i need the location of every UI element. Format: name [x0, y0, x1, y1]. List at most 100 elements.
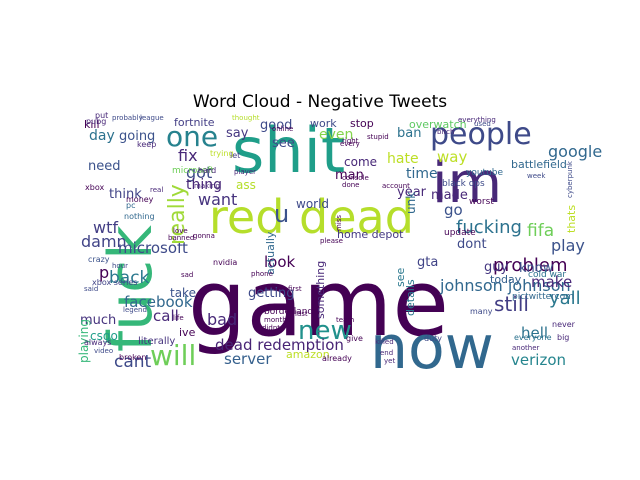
word-facebook: facebook — [124, 293, 193, 311]
word-people: people — [430, 117, 532, 152]
word-put: put — [95, 111, 108, 120]
word-google: google — [548, 142, 602, 161]
word-nothing: nothing — [124, 212, 155, 221]
word-see: see — [272, 136, 295, 151]
word-legend: legend — [123, 306, 147, 314]
word-literally: literally — [138, 336, 175, 347]
word-miss: miss — [335, 215, 343, 231]
word-see: see — [394, 268, 407, 287]
word-gta: gta — [417, 255, 438, 270]
word-life: life — [173, 314, 184, 322]
word-will: will — [150, 339, 196, 372]
page-title: Word Cloud - Negative Tweets — [192, 92, 448, 112]
word-borderland: borderland — [264, 307, 313, 317]
word-hate: hate — [387, 151, 419, 167]
word-battlefield: battlefield — [511, 158, 567, 171]
word-probably: probably — [112, 114, 143, 122]
word-u: u — [274, 200, 289, 228]
word-pc: pc — [126, 201, 135, 210]
word-make: make — [531, 273, 572, 291]
word-making: making — [194, 182, 220, 190]
word-duty: duty — [424, 334, 442, 343]
word-damn: damn — [81, 232, 127, 251]
word-got: got — [186, 163, 212, 182]
word-now: now — [370, 313, 494, 383]
word-thing: thing — [186, 177, 222, 193]
word-said: said — [84, 285, 98, 293]
word-playing: playing — [77, 319, 91, 363]
word-made: made — [431, 188, 468, 203]
word-broken: broken — [119, 353, 146, 362]
word-work: work — [310, 117, 337, 130]
word-video: video — [94, 347, 113, 355]
word-real: real — [150, 186, 163, 194]
word-take: take — [170, 286, 196, 300]
word-server: server — [224, 350, 272, 368]
word-first: first — [288, 285, 302, 293]
word-console: console — [342, 174, 369, 182]
word-used: used — [474, 120, 491, 128]
word-overwatch: overwatch — [409, 118, 467, 131]
word-man: man — [335, 168, 364, 183]
word-kill: kill — [84, 118, 100, 131]
word-gonna: gonna — [193, 232, 215, 240]
word-crazy: crazy — [88, 255, 110, 264]
word-nvidia: nvidia — [213, 258, 237, 267]
word-big: big — [557, 333, 569, 342]
word-pubg: pubg — [86, 117, 106, 126]
word-johnson-johnson: johnson johnson — [439, 276, 571, 295]
word-banned: banned — [168, 234, 194, 242]
cloud-background — [82, 116, 576, 364]
word-phone: phone — [251, 270, 273, 278]
word-actually: actually — [264, 231, 277, 275]
word-guy: guy — [484, 260, 508, 275]
word-hard: hard — [198, 166, 216, 175]
word-going: going — [119, 129, 155, 144]
word-fuck: fuck — [96, 225, 166, 352]
word-yet: yet — [384, 357, 395, 365]
word-think: think — [109, 187, 142, 202]
word-keep: keep — [137, 140, 156, 149]
word-week: week — [527, 172, 546, 180]
word-xbox-series: xbox series — [92, 278, 137, 287]
word-player: player — [234, 168, 256, 176]
word-p: p — [99, 263, 109, 282]
word-day: day — [89, 128, 115, 144]
word-ass: ass — [236, 178, 256, 192]
word-right: right — [342, 137, 359, 145]
word-today: today — [490, 273, 522, 286]
word-home-depot: home depot — [337, 228, 404, 241]
word-month: month — [264, 316, 287, 324]
word-never: never — [552, 320, 576, 329]
word-online: online — [272, 125, 293, 133]
word-come: come — [344, 155, 377, 169]
word-fix: fix — [178, 146, 198, 165]
word-xbox: xbox — [85, 183, 104, 192]
word-many: many — [470, 307, 493, 316]
word-need: need — [88, 159, 121, 174]
word-done: done — [342, 181, 359, 189]
word-fifa: fifa — [527, 221, 554, 241]
word-even: even — [319, 127, 353, 143]
word-play: play — [551, 236, 585, 255]
word-stop: stop — [350, 117, 374, 130]
word-know: know — [519, 261, 554, 276]
word-getting: getting — [248, 286, 295, 301]
word-much: much — [80, 313, 116, 328]
word-league: league — [140, 114, 164, 122]
word-let: let — [230, 151, 240, 160]
word-red-dead: red dead — [209, 190, 414, 244]
word-killed: killed — [375, 338, 394, 346]
word-game: game — [188, 250, 449, 357]
word-fortnite: fortnite — [174, 116, 215, 129]
word-give: give — [346, 334, 363, 343]
word-dont: dont — [457, 237, 487, 252]
word-fucking: fucking — [456, 217, 522, 238]
word-want: want — [198, 190, 237, 209]
word-love: love — [173, 227, 188, 235]
word-call: call — [153, 307, 179, 325]
word-black-ops: black ops — [442, 179, 485, 189]
word-way: way — [437, 148, 467, 166]
word-another: another — [512, 344, 539, 352]
word-team: team — [336, 316, 354, 324]
